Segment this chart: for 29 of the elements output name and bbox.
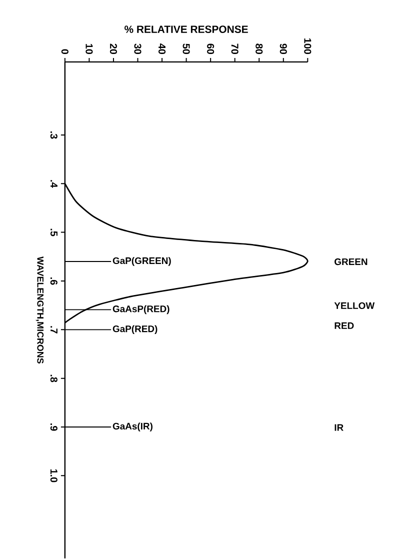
x-tick-label: 20	[110, 44, 118, 54]
text: IR	[335, 424, 344, 431]
y-tick-label: 1.0	[50, 469, 58, 482]
x-tick-label: 40	[158, 44, 166, 54]
x-tick-label: 10	[86, 44, 93, 54]
y-tick-label: .5	[50, 228, 58, 236]
y-tick-label: .7	[50, 326, 58, 334]
y-tick-label: .3	[50, 131, 58, 139]
y-tick-label: .9	[50, 424, 58, 431]
y-tick-label: .6	[50, 277, 58, 285]
y-axis-title: WAVELENGTH,MICRONS	[36, 256, 44, 364]
x-tick-label: 100	[304, 38, 312, 54]
x-axis-title: % RELATIVE RESPONSE	[124, 26, 248, 34]
x-tick-label: 70	[232, 44, 239, 54]
x-tick-label: 60	[207, 44, 214, 54]
ref-line-label: GaP(RED)	[113, 325, 158, 334]
text: RED	[335, 322, 354, 329]
x-tick-label: 90	[280, 44, 288, 54]
text: GREEN	[334, 258, 368, 266]
x-tick-label: 30	[134, 44, 142, 54]
ref-line-label: GaAs(IR)	[113, 422, 153, 432]
y-tick-label: .8	[50, 374, 58, 382]
x-tick-label: 80	[256, 44, 263, 54]
ref-line-label: GaAsP(RED)	[113, 305, 170, 314]
x-tick-label: 50	[183, 44, 190, 54]
x-tick-label: 0	[62, 49, 69, 54]
text: YELLOW	[334, 302, 375, 310]
ref-line-label: GaP(GREEN)	[113, 257, 172, 266]
y-tick-label: .4	[50, 180, 58, 188]
